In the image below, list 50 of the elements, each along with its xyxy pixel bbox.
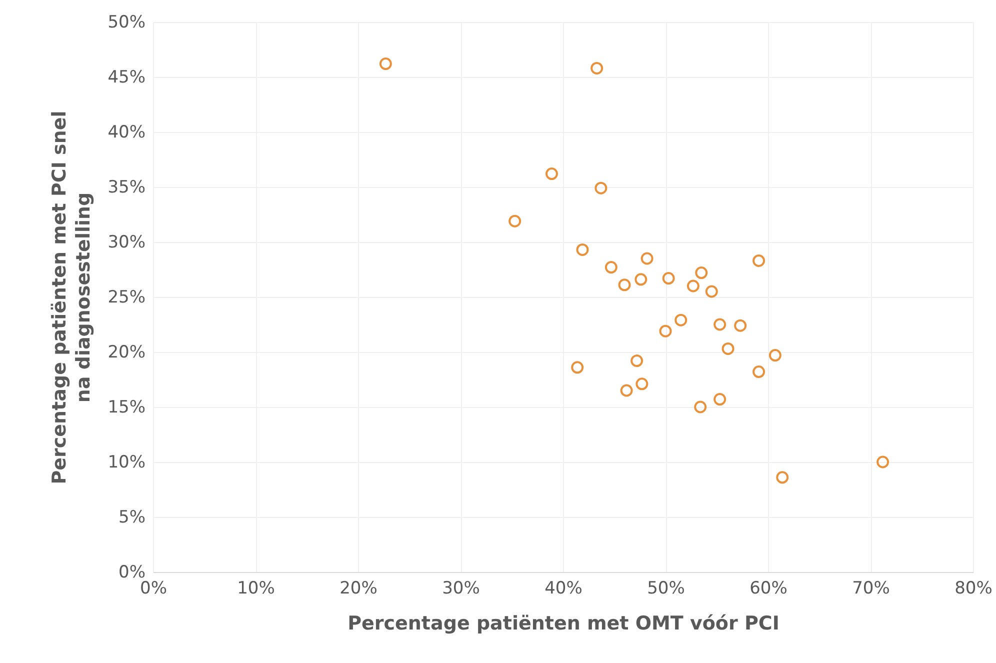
y-tick-label: 45% [108, 68, 146, 88]
point [686, 280, 700, 292]
point [640, 252, 654, 265]
point [545, 168, 558, 180]
point [674, 314, 688, 326]
x-axis-title: Percentage patiënten met OMT vóór PCI [348, 612, 780, 634]
point [876, 456, 890, 468]
point [695, 266, 708, 280]
point [776, 471, 789, 484]
point [694, 400, 707, 414]
point [590, 62, 604, 74]
x-tick-label: 50% [647, 578, 685, 598]
point [634, 273, 648, 286]
point [659, 324, 672, 338]
point [379, 58, 392, 70]
point [508, 214, 522, 228]
y-tick-label: 15% [108, 398, 146, 418]
y-tick-label: 20% [108, 342, 146, 362]
y-tick-label: 10% [108, 452, 146, 472]
x-tick-label: 40% [544, 578, 582, 598]
y-tick-label: 5% [118, 508, 146, 528]
y-tick-label: 40% [108, 122, 146, 142]
point [571, 361, 584, 374]
x-tick-label: 60% [750, 578, 788, 598]
y-axis-title: Percentage patiënten met PCI snel na diagnosestelling [48, 110, 95, 484]
point [705, 285, 718, 298]
x-tick-label: 70% [852, 578, 890, 598]
point [576, 243, 589, 256]
x-tick-label: 30% [442, 578, 480, 598]
point [604, 261, 618, 274]
y-tick-label: 35% [108, 178, 146, 198]
x-tick-label: 10% [237, 578, 275, 598]
y-tick-label: 50% [108, 12, 146, 32]
point [594, 182, 608, 194]
point [714, 393, 726, 406]
x-tick-label: 20% [340, 578, 378, 598]
point [636, 378, 648, 390]
y-tick-label: 25% [108, 288, 146, 308]
point [734, 319, 747, 332]
point [722, 342, 734, 355]
point [752, 254, 766, 267]
point [630, 354, 644, 368]
y-tick-label: 30% [108, 232, 146, 252]
point [618, 278, 631, 292]
point [620, 384, 633, 397]
point [714, 318, 726, 331]
point [752, 366, 766, 378]
x-tick-label: 80% [954, 578, 992, 598]
point [768, 349, 782, 362]
point [662, 272, 675, 285]
